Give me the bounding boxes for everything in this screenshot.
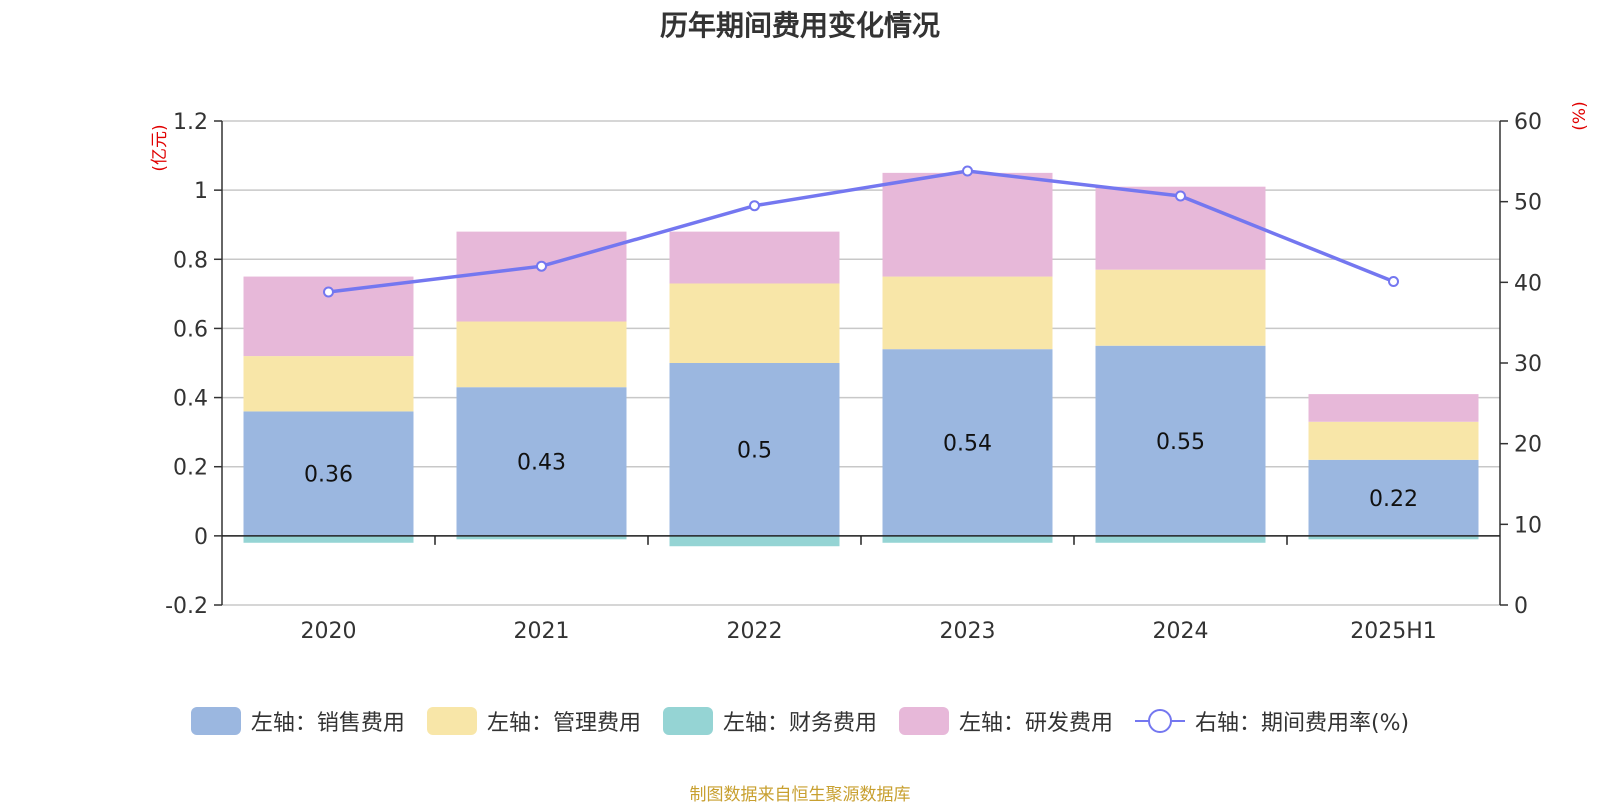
- bar-finance-2025H1: [1308, 535, 1479, 540]
- x-axis-label-2021: 2021: [514, 619, 570, 644]
- chart-title: 历年期间费用变化情况: [659, 9, 940, 42]
- rate-point-2025H1: [1388, 276, 1399, 288]
- x-axis-label-2025H1: 2025H1: [1350, 619, 1437, 644]
- x-axis-label-2020: 2020: [301, 619, 357, 644]
- legend-label: 左轴：财务费用: [722, 711, 877, 736]
- bar-sales-2023: [882, 349, 1053, 536]
- right-axis-tick-label: 10: [1514, 513, 1542, 538]
- legend-label: 左轴：管理费用: [486, 711, 641, 736]
- legend-item-finance[interactable]: 左轴：财务费用: [662, 705, 877, 737]
- x-axis-label-2024: 2024: [1153, 619, 1209, 644]
- bar-finance-2023: [882, 535, 1053, 543]
- rate-line: [328, 169, 1395, 294]
- legend-item-sales[interactable]: 左轴：销售费用: [190, 705, 405, 737]
- legend-swatch-sales: [190, 707, 241, 735]
- bar-finance-2020: [243, 535, 414, 543]
- bar-admin-2024: [1095, 269, 1266, 346]
- chart-legend: 左轴：销售费用 左轴：管理费用 左轴：财务费用 左轴：研发费用 右轴：期间费用率(%): [0, 705, 1600, 737]
- left-axis-tick-label: 0.4: [173, 387, 208, 412]
- legend-swatch-admin: [426, 707, 477, 735]
- rate-point-2024: [1175, 190, 1186, 202]
- bar-sales-2021: [456, 387, 627, 536]
- rate-point-2022: [749, 200, 760, 212]
- legend-line-marker-icon: [1134, 707, 1185, 735]
- left-axis-tick-label: 0.8: [173, 248, 208, 273]
- source-note: 制图数据来自恒生聚源数据库: [689, 785, 911, 805]
- rate-point-2020: [323, 286, 334, 298]
- chart-canvas: -0.2 0 0.2 0.4 0.6 0.8 1 1.2 0 10 20 30 40 50 60 (亿元) (%…: [150, 101, 1590, 644]
- left-axis-tick-label: 1.2: [173, 110, 208, 135]
- bar-admin-2021: [456, 321, 627, 388]
- right-axis-tick-label: 20: [1514, 433, 1542, 458]
- legend-item-rate[interactable]: 右轴：期间费用率(%): [1134, 705, 1410, 737]
- bar-sales-2024: [1095, 345, 1266, 536]
- bar-finance-2021: [456, 535, 627, 540]
- rate-point-2021: [536, 260, 547, 272]
- left-axis-tick-label: 0: [194, 525, 208, 550]
- x-axis-label-2023: 2023: [940, 619, 996, 644]
- bar-admin-2023: [882, 276, 1053, 350]
- x-axis-label-2022: 2022: [727, 619, 783, 644]
- legend-swatch-rnd: [898, 707, 949, 735]
- right-axis-tick-label: 30: [1514, 352, 1542, 377]
- data-label-sales-2023: 0.54: [943, 432, 992, 457]
- data-label-sales-2021: 0.43: [517, 451, 566, 476]
- bar-sales-2025H1: [1308, 459, 1479, 536]
- bar-rnd-2025H1: [1308, 394, 1479, 422]
- right-axis-tick-label: 50: [1514, 191, 1542, 216]
- left-axis-tick-label: 0.2: [173, 456, 208, 481]
- bar-admin-2025H1: [1308, 421, 1479, 460]
- left-axis-unit: (亿元): [150, 124, 170, 171]
- data-label-sales-2022: 0.5: [737, 438, 772, 463]
- data-label-sales-2020: 0.36: [304, 463, 353, 488]
- bar-finance-2022: [669, 535, 840, 547]
- legend-swatch-finance: [662, 707, 713, 735]
- rate-point-2023: [962, 165, 973, 177]
- right-axis-tick-label: 0: [1514, 594, 1528, 619]
- bar-sales-2022: [669, 363, 840, 536]
- legend-label: 左轴：销售费用: [250, 711, 405, 736]
- bar-rnd-2021: [456, 231, 627, 322]
- legend-item-admin[interactable]: 左轴：管理费用: [426, 705, 641, 737]
- bar-rnd-2023: [882, 172, 1053, 277]
- data-label-sales-2024: 0.55: [1156, 430, 1205, 455]
- data-label-sales-2025H1: 0.22: [1369, 487, 1418, 512]
- bar-rnd-2022: [669, 231, 840, 284]
- right-axis-unit: (%): [1570, 101, 1590, 130]
- bar-admin-2022: [669, 283, 840, 363]
- right-axis-tick-label: 40: [1514, 271, 1542, 296]
- left-axis-tick-label: 0.6: [173, 317, 208, 342]
- legend-label: 右轴：期间费用率(%): [1194, 711, 1410, 736]
- bar-admin-2020: [243, 356, 414, 412]
- bar-sales-2020: [243, 411, 414, 536]
- left-axis-tick-label: -0.2: [165, 594, 208, 619]
- legend-item-rnd[interactable]: 左轴：研发费用: [898, 705, 1113, 737]
- legend-label: 左轴：研发费用: [958, 711, 1113, 736]
- right-axis-tick-label: 60: [1514, 110, 1542, 135]
- left-axis-tick-label: 1: [194, 179, 208, 204]
- bar-finance-2024: [1095, 535, 1266, 543]
